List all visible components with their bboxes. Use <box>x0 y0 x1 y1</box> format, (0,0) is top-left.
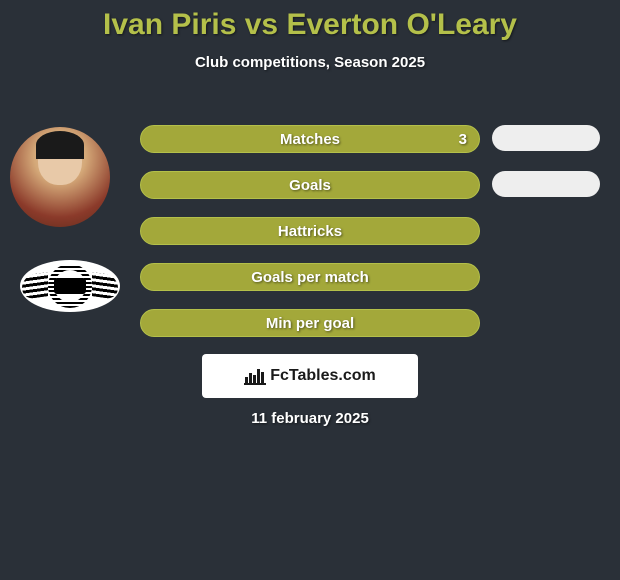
comparison-pill <box>492 309 600 335</box>
date-label: 11 february 2025 <box>0 410 620 427</box>
logo-text: FcTables.com <box>270 367 376 385</box>
comparison-pill <box>492 125 600 151</box>
comparison-pills <box>492 125 600 355</box>
page-title: Ivan Piris vs Everton O'Leary <box>0 0 620 42</box>
comparison-pill <box>492 263 600 289</box>
club-badge <box>20 260 120 312</box>
stat-label: Goals per match <box>141 264 479 292</box>
page-subtitle: Club competitions, Season 2025 <box>0 54 620 71</box>
stat-label: Goals <box>141 172 479 200</box>
chart-icon <box>244 367 266 385</box>
stat-bar: Matches3 <box>140 125 480 153</box>
fctables-logo: FcTables.com <box>202 354 418 398</box>
stat-label: Hattricks <box>141 218 479 246</box>
stat-label: Min per goal <box>141 310 479 338</box>
player-avatar <box>10 127 110 227</box>
stat-value: 3 <box>459 126 467 154</box>
stat-bar: Goals per match <box>140 263 480 291</box>
stat-bar: Goals <box>140 171 480 199</box>
comparison-pill <box>492 171 600 197</box>
stat-bar: Hattricks <box>140 217 480 245</box>
comparison-pill <box>492 217 600 243</box>
stat-label: Matches <box>141 126 479 154</box>
stats-bars: Matches3 Goals Hattricks Goals per match Min… <box>140 125 480 355</box>
stat-bar: Min per goal <box>140 309 480 337</box>
